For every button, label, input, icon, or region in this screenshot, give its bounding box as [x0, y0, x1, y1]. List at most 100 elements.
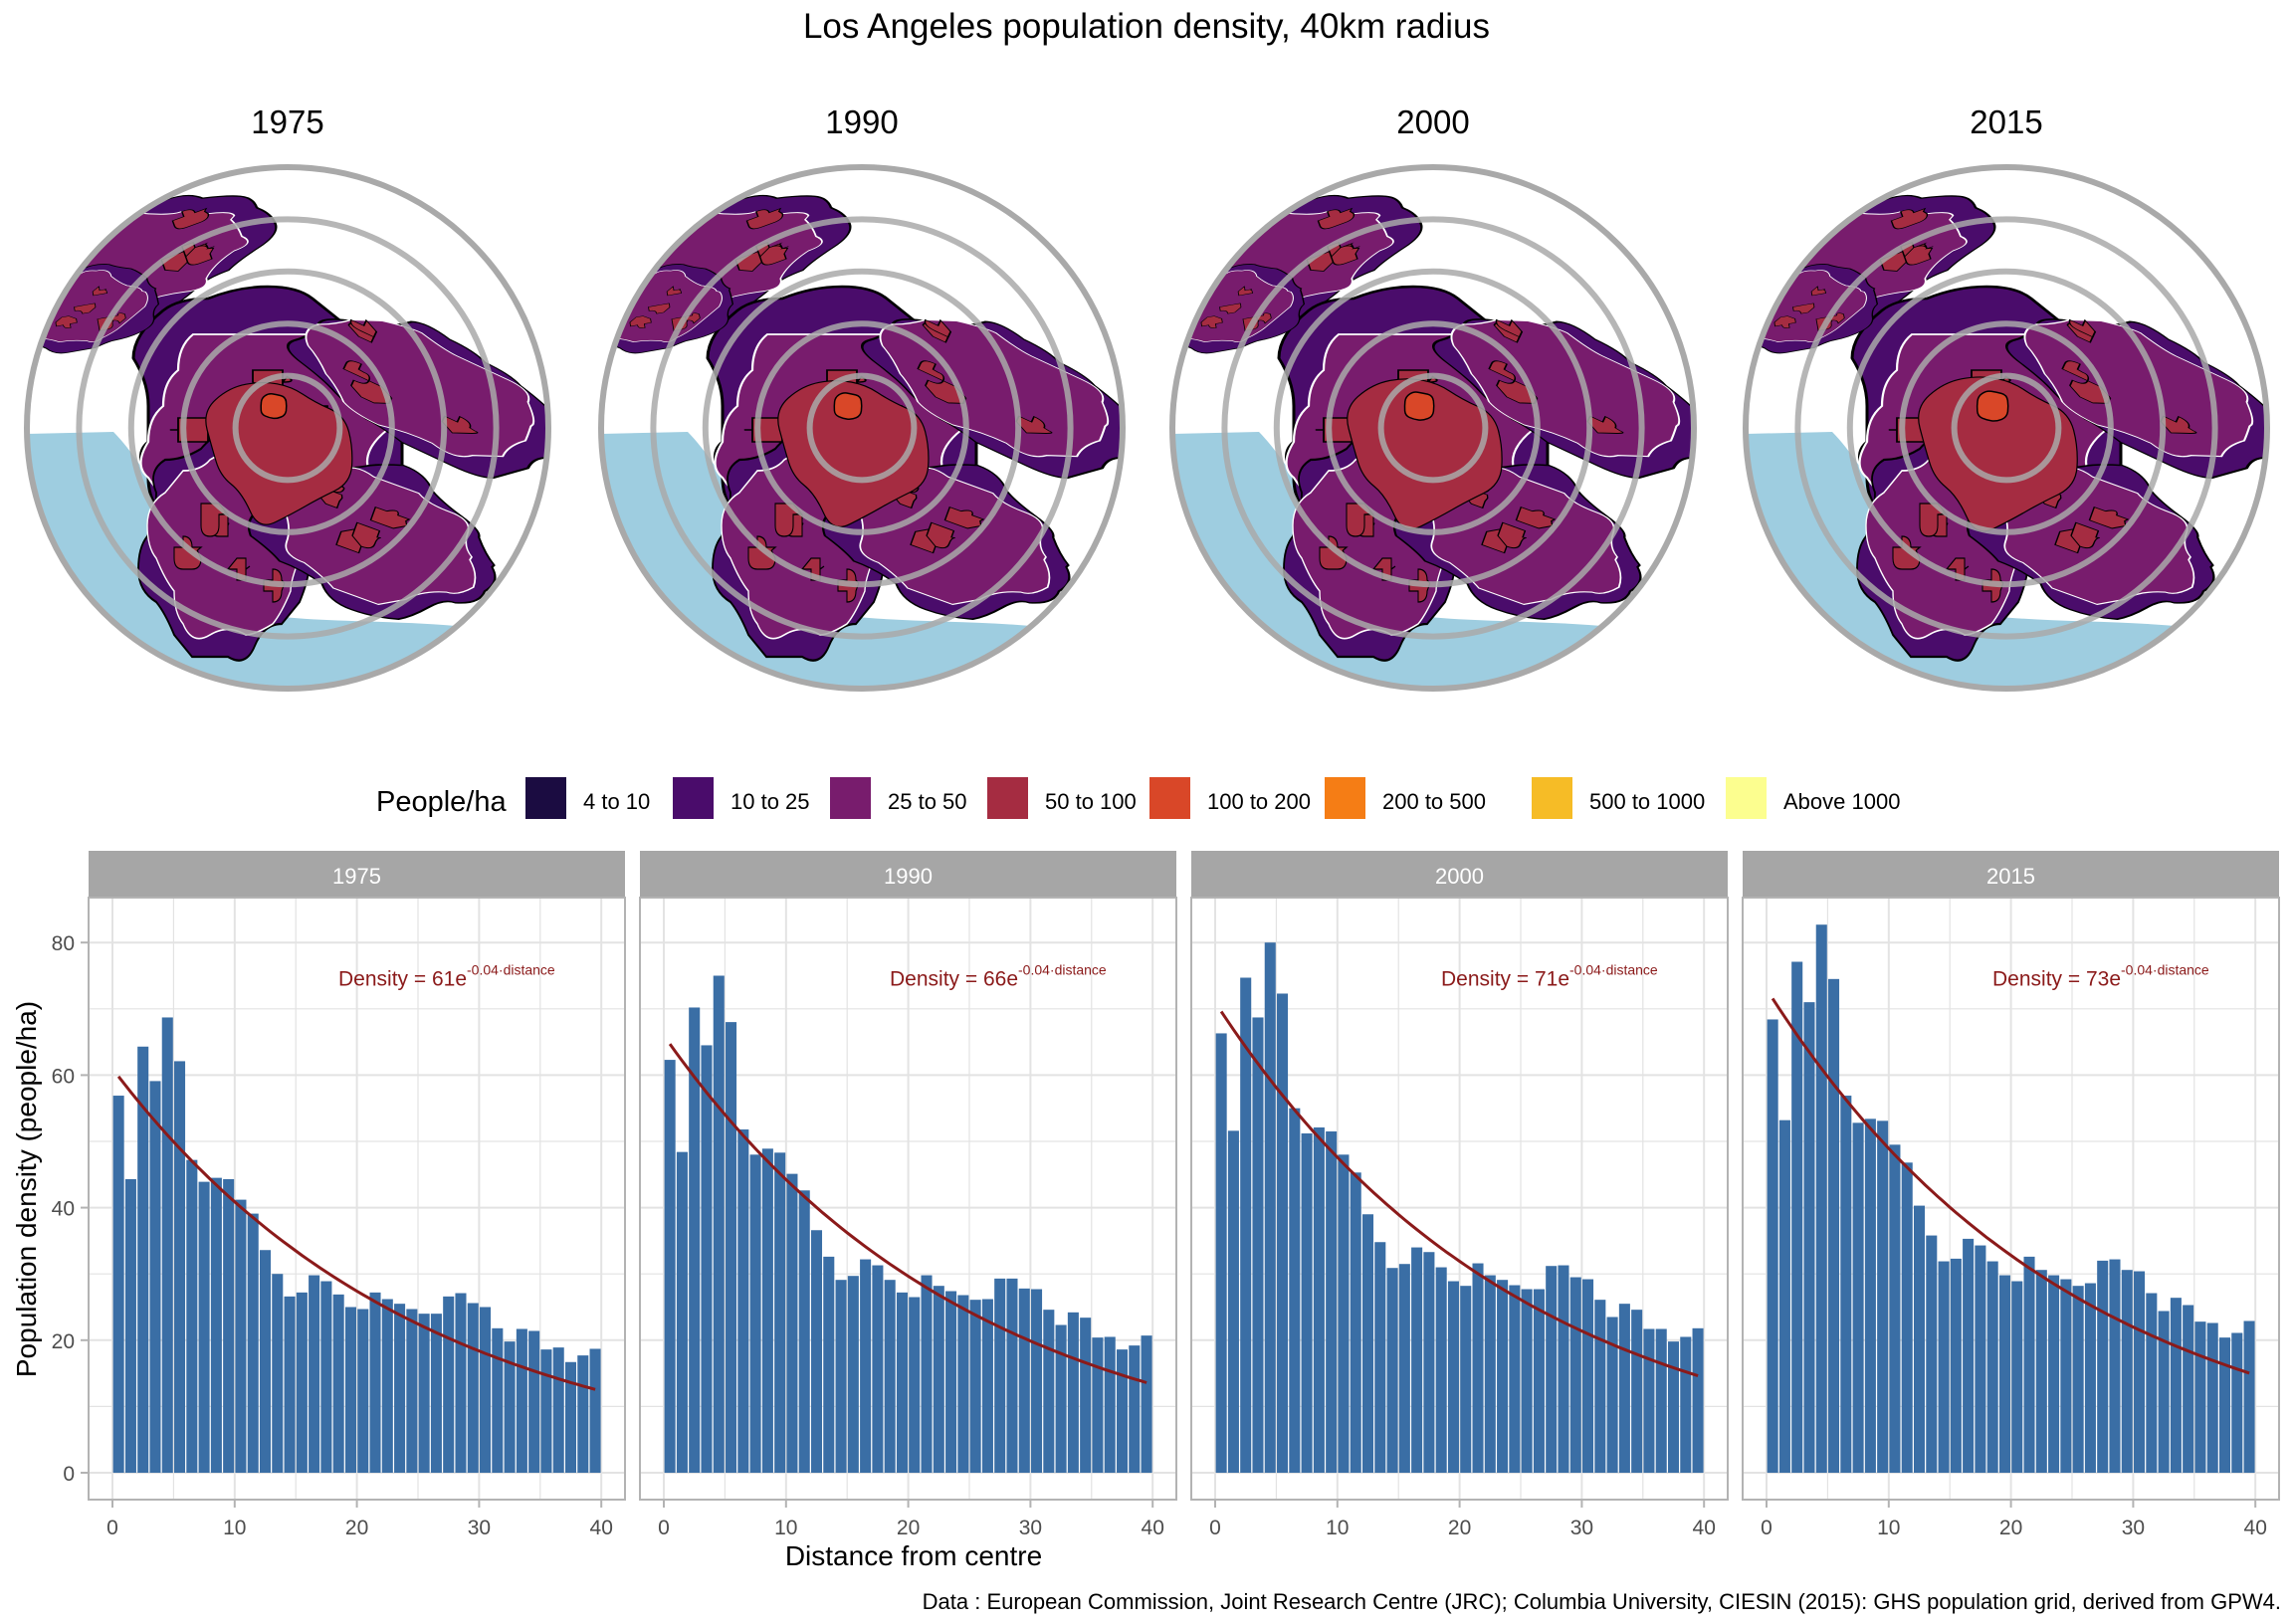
bar — [1398, 1264, 1410, 1473]
bar — [860, 1259, 872, 1473]
bar — [2011, 1281, 2023, 1473]
x-tick-label: 40 — [1142, 1517, 1164, 1539]
density-contour — [1488, 360, 1517, 382]
distance-ring — [1326, 320, 1541, 535]
facet-strip-label: 1975 — [332, 864, 381, 889]
density-contour — [1497, 521, 1528, 549]
x-tick-label: 40 — [590, 1517, 613, 1539]
bar — [235, 1199, 247, 1473]
fit-curve — [668, 1043, 1147, 1384]
map-panels: 1975 1990 2000 2015 — [24, 103, 2270, 692]
bar — [284, 1296, 296, 1473]
legend-title: People/ha — [376, 786, 507, 818]
bar — [247, 1213, 259, 1473]
bar — [198, 1181, 210, 1473]
density-peak — [260, 393, 288, 420]
bar — [455, 1293, 467, 1473]
bar — [749, 1154, 761, 1473]
bar — [737, 1129, 749, 1473]
bar — [1411, 1247, 1423, 1473]
facet-strip-label: 2000 — [1435, 864, 1484, 889]
legend-label: 100 to 200 — [1207, 789, 1311, 814]
bar — [2048, 1275, 2060, 1473]
legend-swatch — [1325, 777, 1365, 819]
distance-ring — [598, 164, 1126, 692]
bar — [137, 1046, 149, 1473]
bar — [186, 1159, 198, 1473]
bar — [492, 1327, 504, 1473]
bar — [969, 1300, 981, 1473]
bar — [676, 1151, 688, 1473]
fit-equation-exponent: -0.04·distance — [2121, 961, 2209, 977]
bar — [1472, 1263, 1484, 1473]
bar — [1938, 1261, 1950, 1473]
bar — [1435, 1267, 1447, 1473]
fit-equation-base: Density = 66e — [890, 967, 1018, 990]
fit-curve — [1771, 997, 2250, 1375]
fit-equation-exponent: -0.04·distance — [1018, 961, 1107, 977]
bar — [1497, 1280, 1509, 1473]
bar — [1116, 1349, 1129, 1473]
bar — [2194, 1321, 2206, 1473]
bar — [564, 1361, 577, 1473]
fit-equation-exponent: -0.04·distance — [467, 961, 555, 977]
x-tick-label: 20 — [345, 1517, 368, 1539]
facet-2015: 2015 Density = 73e-0.04·distance 0 10 20 30 40 — [1742, 851, 2280, 1539]
density-contour — [2070, 521, 2101, 549]
distance-ring — [1951, 372, 2062, 484]
bar — [1680, 1336, 1692, 1473]
density-contour — [1219, 303, 1242, 314]
legend-swatch — [1532, 777, 1572, 819]
density-contour — [747, 535, 777, 570]
map-panel: 1990 — [598, 103, 1126, 692]
density-contour — [917, 360, 945, 382]
facet-strip — [1743, 851, 2279, 898]
bar — [296, 1292, 308, 1473]
fit-curve — [1219, 1010, 1699, 1378]
bar — [589, 1348, 601, 1473]
bar — [1778, 1119, 1790, 1473]
bar — [1692, 1327, 1704, 1473]
distance-ring — [1794, 216, 2218, 640]
bar — [1006, 1278, 1018, 1473]
density-contour — [74, 303, 97, 314]
bar — [320, 1281, 332, 1473]
y-tick-label: 60 — [52, 1065, 75, 1088]
bar — [223, 1178, 235, 1473]
distance-ring — [1221, 216, 1645, 640]
bar — [1350, 1172, 1361, 1473]
fit-equation: Density = 61e-0.04·distance — [338, 961, 555, 990]
bar — [1043, 1310, 1055, 1473]
bar — [2060, 1279, 2072, 1473]
density-contour — [1200, 315, 1223, 328]
bar — [1141, 1335, 1152, 1473]
bar — [2134, 1271, 2146, 1473]
bar — [1667, 1341, 1680, 1473]
distance-ring — [702, 268, 1022, 588]
bar — [332, 1294, 344, 1473]
map-panel: 2015 — [1743, 103, 2270, 692]
density-contour — [342, 360, 371, 382]
bar — [1558, 1265, 1569, 1473]
bar — [689, 1007, 701, 1473]
bar — [1533, 1289, 1545, 1473]
bar — [1546, 1266, 1558, 1473]
bar — [1092, 1337, 1104, 1473]
distance-ring — [806, 372, 918, 484]
bar — [1361, 1214, 1374, 1473]
legend: People/ha 4 to 10 10 to 25 25 to 50 50 to 1… — [376, 777, 1900, 819]
bar — [124, 1178, 136, 1473]
bar — [1386, 1268, 1398, 1473]
facet-strip-label: 2015 — [1986, 864, 2035, 889]
legend-label: 4 to 10 — [583, 789, 650, 814]
density-peak — [1403, 391, 1435, 421]
legend-swatch — [1149, 777, 1190, 819]
urban-region — [601, 264, 734, 354]
bar — [1815, 924, 1827, 1473]
x-tick-label: 40 — [1693, 1517, 1716, 1539]
x-tick-label: 10 — [1877, 1517, 1900, 1539]
y-tick-label: 0 — [63, 1463, 75, 1486]
distance-ring — [1169, 164, 1697, 692]
density-contour — [648, 303, 671, 314]
